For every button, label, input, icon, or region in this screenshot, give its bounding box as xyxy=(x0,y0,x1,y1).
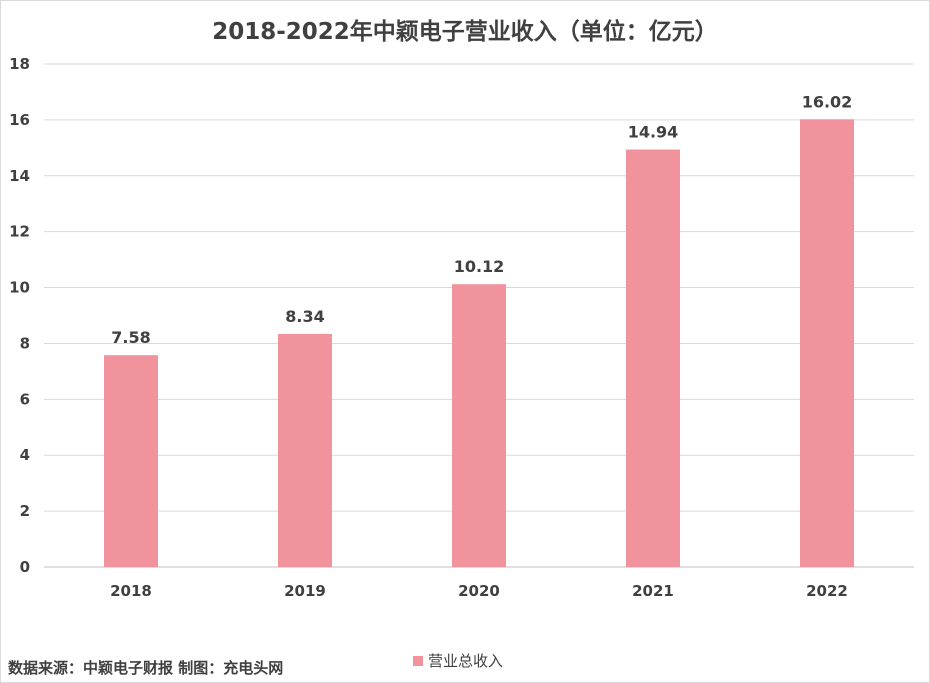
bar-2022 xyxy=(800,119,854,567)
x-axis: 2018 2019 2020 2021 2022 xyxy=(110,582,848,600)
data-labels: 7.58 8.34 10.12 14.94 16.02 xyxy=(111,92,852,347)
x-tick-label-2021: 2021 xyxy=(632,582,674,600)
y-axis: 0 2 4 6 8 10 12 14 16 18 xyxy=(9,55,30,576)
source-note: 数据来源：中颖电子财报 制图：充电头网 xyxy=(8,659,284,677)
y-tick-label: 2 xyxy=(20,502,30,520)
x-tick-label-2019: 2019 xyxy=(284,582,326,600)
x-tick-label-2020: 2020 xyxy=(458,582,500,600)
y-tick-label: 12 xyxy=(9,223,30,241)
y-tick-label: 6 xyxy=(20,390,30,408)
y-tick-label: 8 xyxy=(20,334,30,352)
y-tick-label: 14 xyxy=(9,167,30,185)
x-tick-label-2022: 2022 xyxy=(806,582,848,600)
legend-label: 营业总收入 xyxy=(428,652,504,670)
bar-2020 xyxy=(452,284,506,567)
legend-swatch xyxy=(413,655,423,666)
y-tick-label: 0 xyxy=(20,558,30,576)
data-label-2022: 16.02 xyxy=(802,92,853,111)
data-label-2018: 7.58 xyxy=(111,328,150,347)
bar-2018 xyxy=(104,355,158,567)
data-label-2019: 8.34 xyxy=(285,307,324,326)
chart-title: 2018-2022年中颖电子营业收入（单位：亿元） xyxy=(212,19,718,45)
x-tick-label-2018: 2018 xyxy=(110,582,152,600)
legend: 营业总收入 xyxy=(413,650,503,671)
y-tick-label: 18 xyxy=(9,55,30,73)
data-label-2021: 14.94 xyxy=(628,123,679,142)
bar-2019 xyxy=(278,333,332,567)
data-label-2020: 10.12 xyxy=(454,257,505,276)
y-tick-label: 10 xyxy=(9,279,30,297)
bars xyxy=(104,119,854,567)
y-tick-label: 16 xyxy=(9,111,30,129)
y-tick-label: 4 xyxy=(20,446,30,464)
bar-2021 xyxy=(626,149,680,567)
